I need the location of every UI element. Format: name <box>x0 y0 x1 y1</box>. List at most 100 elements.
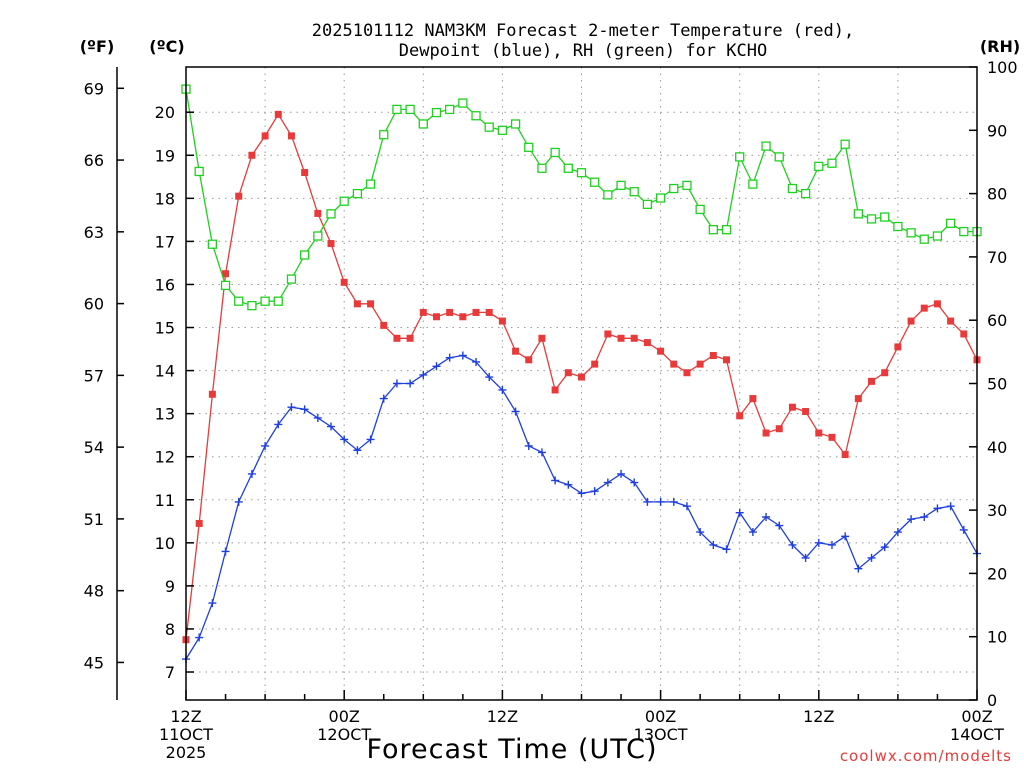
fahrenheit-unit-label: (ºF) <box>80 37 115 56</box>
temperature-point <box>617 334 625 342</box>
temperature-point <box>868 377 876 385</box>
rh-point <box>761 141 771 151</box>
dewpoint-point <box>511 407 520 416</box>
temperature-point <box>301 169 309 176</box>
dewpoint-point <box>617 469 626 478</box>
temperature-point <box>327 240 335 248</box>
rh-unit-label: (RH) <box>980 37 1020 56</box>
rh-point <box>695 204 705 215</box>
temperature-point <box>841 451 849 459</box>
time-tick-label: 12Z <box>803 707 834 726</box>
fahrenheit-tick-label: 63 <box>84 223 104 242</box>
rh-point <box>800 188 811 199</box>
dewpoint-point <box>946 502 955 511</box>
rh-point <box>379 130 389 140</box>
rh-tick-label: 90 <box>987 121 1007 140</box>
temperature-point <box>274 110 282 118</box>
dewpoint-point <box>577 489 586 498</box>
rh-point <box>642 199 653 210</box>
rh-point <box>537 163 547 173</box>
rh-point <box>273 296 283 306</box>
celsius-tick-label: 9 <box>165 577 175 596</box>
dewpoint-point <box>445 353 454 362</box>
rh-point <box>840 139 850 149</box>
dewpoint-point <box>419 370 428 379</box>
time-tick-label: 12OCT <box>317 725 371 744</box>
fahrenheit-tick-label: 66 <box>84 151 104 170</box>
celsius-tick-label: 20 <box>155 103 175 122</box>
dewpoint-point <box>208 599 217 608</box>
temperature-point <box>195 519 203 527</box>
time-tick-label: 11OCT <box>159 725 213 744</box>
rh-point <box>655 193 666 203</box>
dewpoint-point <box>366 435 375 444</box>
dewpoint-point <box>590 487 599 496</box>
rh-tick-label: 100 <box>987 58 1018 77</box>
temperature-point <box>498 317 506 325</box>
dewpoint-point <box>603 478 612 487</box>
temperature-point <box>604 330 612 338</box>
fahrenheit-tick-label: 45 <box>84 653 104 672</box>
dewpoint-point <box>221 547 230 556</box>
temperature-point <box>525 356 533 364</box>
rh-point <box>445 104 455 115</box>
rh-point <box>550 147 560 158</box>
temperature-point <box>815 429 823 437</box>
fahrenheit-tick-label: 69 <box>84 79 104 98</box>
celsius-tick-label: 16 <box>155 275 175 294</box>
rh-point <box>603 190 613 200</box>
rh-point <box>721 225 732 235</box>
dewpoint-point <box>340 435 349 444</box>
celsius-tick-label: 7 <box>165 663 175 682</box>
celsius-tick-label: 10 <box>155 534 175 553</box>
dewpoint-point <box>498 385 507 394</box>
dewpoint-point <box>327 422 336 431</box>
temperature-point <box>393 334 401 342</box>
celsius-tick-label: 8 <box>165 620 175 639</box>
rh-point <box>497 125 508 135</box>
dewpoint-point <box>867 553 876 562</box>
rh-point <box>431 107 442 118</box>
dewpoint-point <box>379 394 388 403</box>
rh-point <box>392 104 402 115</box>
time-tick-label: 00Z <box>961 707 992 726</box>
rh-point <box>906 228 916 238</box>
grid-layer <box>186 67 977 700</box>
dewpoint-point <box>551 476 560 485</box>
rh-point <box>352 188 363 199</box>
temperature-point <box>933 300 941 308</box>
dewpoint-point <box>814 538 823 547</box>
rh-point <box>194 166 204 177</box>
rh-point <box>748 179 758 189</box>
temperature-point <box>709 352 717 360</box>
celsius-tick-label: 11 <box>155 491 175 510</box>
rh-point <box>458 98 468 108</box>
temperature-series <box>182 110 981 644</box>
time-tick-label: 2025 <box>166 743 207 762</box>
rh-tick-label: 70 <box>987 248 1007 267</box>
temperature-point <box>881 369 889 377</box>
temperature-point <box>920 304 928 312</box>
celsius-tick-label: 18 <box>155 189 175 208</box>
temperature-point <box>630 334 638 342</box>
axis-layer: 789101112131415161718192012Z11OCT202500Z… <box>84 58 1018 762</box>
dewpoint-series <box>182 351 981 664</box>
dewpoint-point <box>907 515 916 524</box>
rh-point <box>326 209 336 219</box>
dewpoint-point <box>287 403 296 412</box>
time-tick-label: 12Z <box>170 707 201 726</box>
temperature-point <box>802 407 810 415</box>
temperature-point <box>960 330 968 338</box>
temperature-point <box>643 339 651 347</box>
chart-title-line-1: 2025101112 NAM3KM Forecast 2-meter Tempe… <box>312 21 854 41</box>
fahrenheit-tick-label: 60 <box>84 295 104 314</box>
rh-point <box>945 218 956 229</box>
rh-tick-label: 10 <box>987 628 1007 647</box>
rh-point <box>365 179 376 189</box>
dewpoint-point <box>722 545 731 554</box>
series-layer <box>181 84 982 664</box>
temperature-point <box>775 425 783 433</box>
rh-point <box>959 226 969 237</box>
rh-series <box>181 84 982 311</box>
dewpoint-point <box>630 478 639 487</box>
